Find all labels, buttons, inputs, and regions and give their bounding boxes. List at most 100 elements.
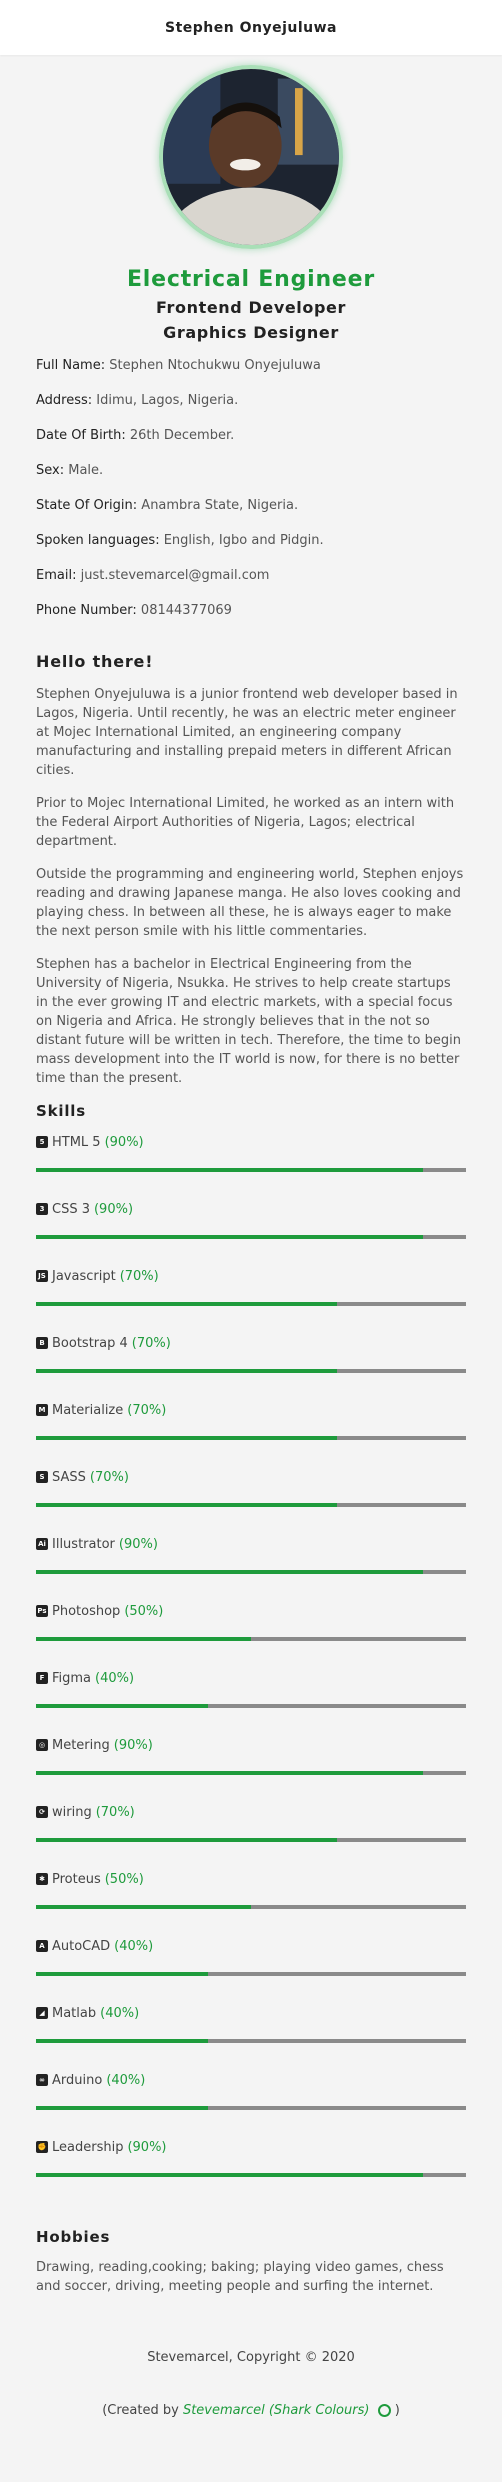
skill-percent: (90%) bbox=[113, 1737, 153, 1753]
skill-item: ⟳ wiring (70%) bbox=[36, 1804, 466, 1871]
skill-percent: (70%) bbox=[131, 1335, 171, 1351]
matlab-icon: ◢ bbox=[36, 2007, 48, 2019]
skill-percent: (50%) bbox=[124, 1603, 164, 1619]
skill-percent: (40%) bbox=[100, 2005, 140, 2021]
skill-label: M Materialize (70%) bbox=[36, 1402, 466, 1418]
skill-progress-fill bbox=[36, 1436, 337, 1440]
info-row-address: Address: Idimu, Lagos, Nigeria. bbox=[36, 393, 239, 408]
proteus-icon: ✱ bbox=[36, 1873, 48, 1885]
skill-percent: (70%) bbox=[95, 1804, 135, 1820]
avatar bbox=[159, 65, 343, 249]
skill-name: wiring bbox=[52, 1804, 92, 1820]
info-row-sex: Sex: Male. bbox=[36, 463, 104, 478]
skill-progress-fill bbox=[36, 1637, 251, 1641]
site-name: Stephen Onyejuluwa bbox=[165, 19, 337, 36]
skill-name: Proteus bbox=[52, 1871, 101, 1887]
skill-label: 5 HTML 5 (90%) bbox=[36, 1134, 466, 1150]
skill-percent: (70%) bbox=[119, 1268, 159, 1284]
info-row-email: Email: just.stevemarcel@gmail.com bbox=[36, 568, 270, 583]
css3-icon: 3 bbox=[36, 1203, 48, 1215]
credit-prefix: (Created by bbox=[102, 2403, 179, 2418]
skill-progress-bar bbox=[36, 1704, 466, 1708]
skill-item: ◢ Matlab (40%) bbox=[36, 2005, 466, 2072]
skill-progress-bar bbox=[36, 1570, 466, 1574]
illustrator-icon: Ai bbox=[36, 1538, 48, 1550]
skill-progress-fill bbox=[36, 2173, 423, 2177]
skill-label: ◢ Matlab (40%) bbox=[36, 2005, 466, 2021]
info-row-full-name: Full Name: Stephen Ntochukwu Onyejuluwa bbox=[36, 358, 321, 373]
about-heading: Hello there! bbox=[36, 652, 154, 671]
skill-progress-bar bbox=[36, 1369, 466, 1373]
skill-progress-bar bbox=[36, 2173, 466, 2177]
hero-section: Electrical Engineer Frontend Developer G… bbox=[0, 55, 502, 342]
skill-name: HTML 5 bbox=[52, 1134, 101, 1150]
skill-item: M Materialize (70%) bbox=[36, 1402, 466, 1469]
skill-item: S SASS (70%) bbox=[36, 1469, 466, 1536]
skill-progress-bar bbox=[36, 1838, 466, 1842]
skill-progress-fill bbox=[36, 1570, 423, 1574]
job-subtitle-2: Graphics Designer bbox=[163, 323, 339, 342]
hobbies-section: Hobbies Drawing, reading,cooking; baking… bbox=[0, 2206, 502, 2296]
skill-label: ⟳ wiring (70%) bbox=[36, 1804, 466, 1820]
html5-icon: 5 bbox=[36, 1136, 48, 1148]
skill-item: ✱ Proteus (50%) bbox=[36, 1871, 466, 1938]
skill-label: ◎ Metering (90%) bbox=[36, 1737, 466, 1753]
skill-label: B Bootstrap 4 (70%) bbox=[36, 1335, 466, 1351]
credit-suffix: ) bbox=[394, 2403, 400, 2418]
skill-name: CSS 3 bbox=[52, 1201, 90, 1217]
skill-label: JS Javascript (70%) bbox=[36, 1268, 466, 1284]
skill-label: A AutoCAD (40%) bbox=[36, 1938, 466, 1954]
skill-item: Ps Photoshop (50%) bbox=[36, 1603, 466, 1670]
credit-line: (Created by Stevemarcel (Shark Colours) … bbox=[0, 2403, 502, 2418]
skill-name: Leadership bbox=[52, 2139, 124, 2155]
skill-item: JS Javascript (70%) bbox=[36, 1268, 466, 1335]
about-paragraph: Outside the programming and engineering … bbox=[36, 867, 464, 939]
skill-progress-bar bbox=[36, 1503, 466, 1507]
skill-label: Ps Photoshop (50%) bbox=[36, 1603, 466, 1619]
skill-label: ∞ Arduino (40%) bbox=[36, 2072, 466, 2088]
photoshop-icon: Ps bbox=[36, 1605, 48, 1617]
skill-progress-fill bbox=[36, 1838, 337, 1842]
skill-progress-bar bbox=[36, 1436, 466, 1440]
skill-name: Illustrator bbox=[52, 1536, 115, 1552]
skill-item: ◎ Metering (90%) bbox=[36, 1737, 466, 1804]
about-paragraph: Prior to Mojec International Limited, he… bbox=[36, 796, 455, 849]
skill-progress-fill bbox=[36, 1771, 423, 1775]
skill-progress-bar bbox=[36, 1972, 466, 1976]
skill-progress-fill bbox=[36, 1302, 337, 1306]
skill-progress-fill bbox=[36, 2039, 208, 2043]
skill-progress-bar bbox=[36, 2106, 466, 2110]
skill-percent: (70%) bbox=[127, 1402, 167, 1418]
skill-label: S SASS (70%) bbox=[36, 1469, 466, 1485]
skill-name: Metering bbox=[52, 1737, 110, 1753]
skill-label: ✱ Proteus (50%) bbox=[36, 1871, 466, 1887]
skill-percent: (90%) bbox=[127, 2139, 167, 2155]
credit-link[interactable]: Stevemarcel (Shark Colours) bbox=[182, 2403, 370, 2418]
skill-percent: (50%) bbox=[104, 1871, 144, 1887]
skill-percent: (90%) bbox=[118, 1536, 158, 1552]
whatsapp-icon[interactable] bbox=[377, 2404, 391, 2417]
skill-item: B Bootstrap 4 (70%) bbox=[36, 1335, 466, 1402]
sass-icon: S bbox=[36, 1471, 48, 1483]
skill-progress-fill bbox=[36, 1369, 337, 1373]
job-subtitle-1: Frontend Developer bbox=[156, 298, 346, 317]
skill-name: Figma bbox=[52, 1670, 92, 1686]
skills-heading: Skills bbox=[36, 1102, 86, 1120]
skill-progress-fill bbox=[36, 1235, 423, 1239]
skill-progress-bar bbox=[36, 1302, 466, 1306]
skill-percent: (40%) bbox=[95, 1670, 135, 1686]
skill-label: 3 CSS 3 (90%) bbox=[36, 1201, 466, 1217]
header-bar: Stephen Onyejuluwa bbox=[0, 0, 502, 55]
about-section: Hello there! Stephen Onyejuluwa is a jun… bbox=[0, 638, 502, 1088]
meter-icon: ◎ bbox=[36, 1739, 48, 1751]
job-title: Electrical Engineer bbox=[126, 267, 376, 292]
autocad-icon: A bbox=[36, 1940, 48, 1952]
skill-name: Materialize bbox=[52, 1402, 124, 1418]
skill-label: F Figma (40%) bbox=[36, 1670, 466, 1686]
hobbies-heading: Hobbies bbox=[36, 2228, 111, 2246]
skill-name: AutoCAD bbox=[52, 1938, 111, 1954]
skill-progress-fill bbox=[36, 1503, 337, 1507]
skill-name: Javascript bbox=[52, 1268, 116, 1284]
skill-progress-bar bbox=[36, 1637, 466, 1641]
skill-percent: (90%) bbox=[93, 1201, 134, 1217]
